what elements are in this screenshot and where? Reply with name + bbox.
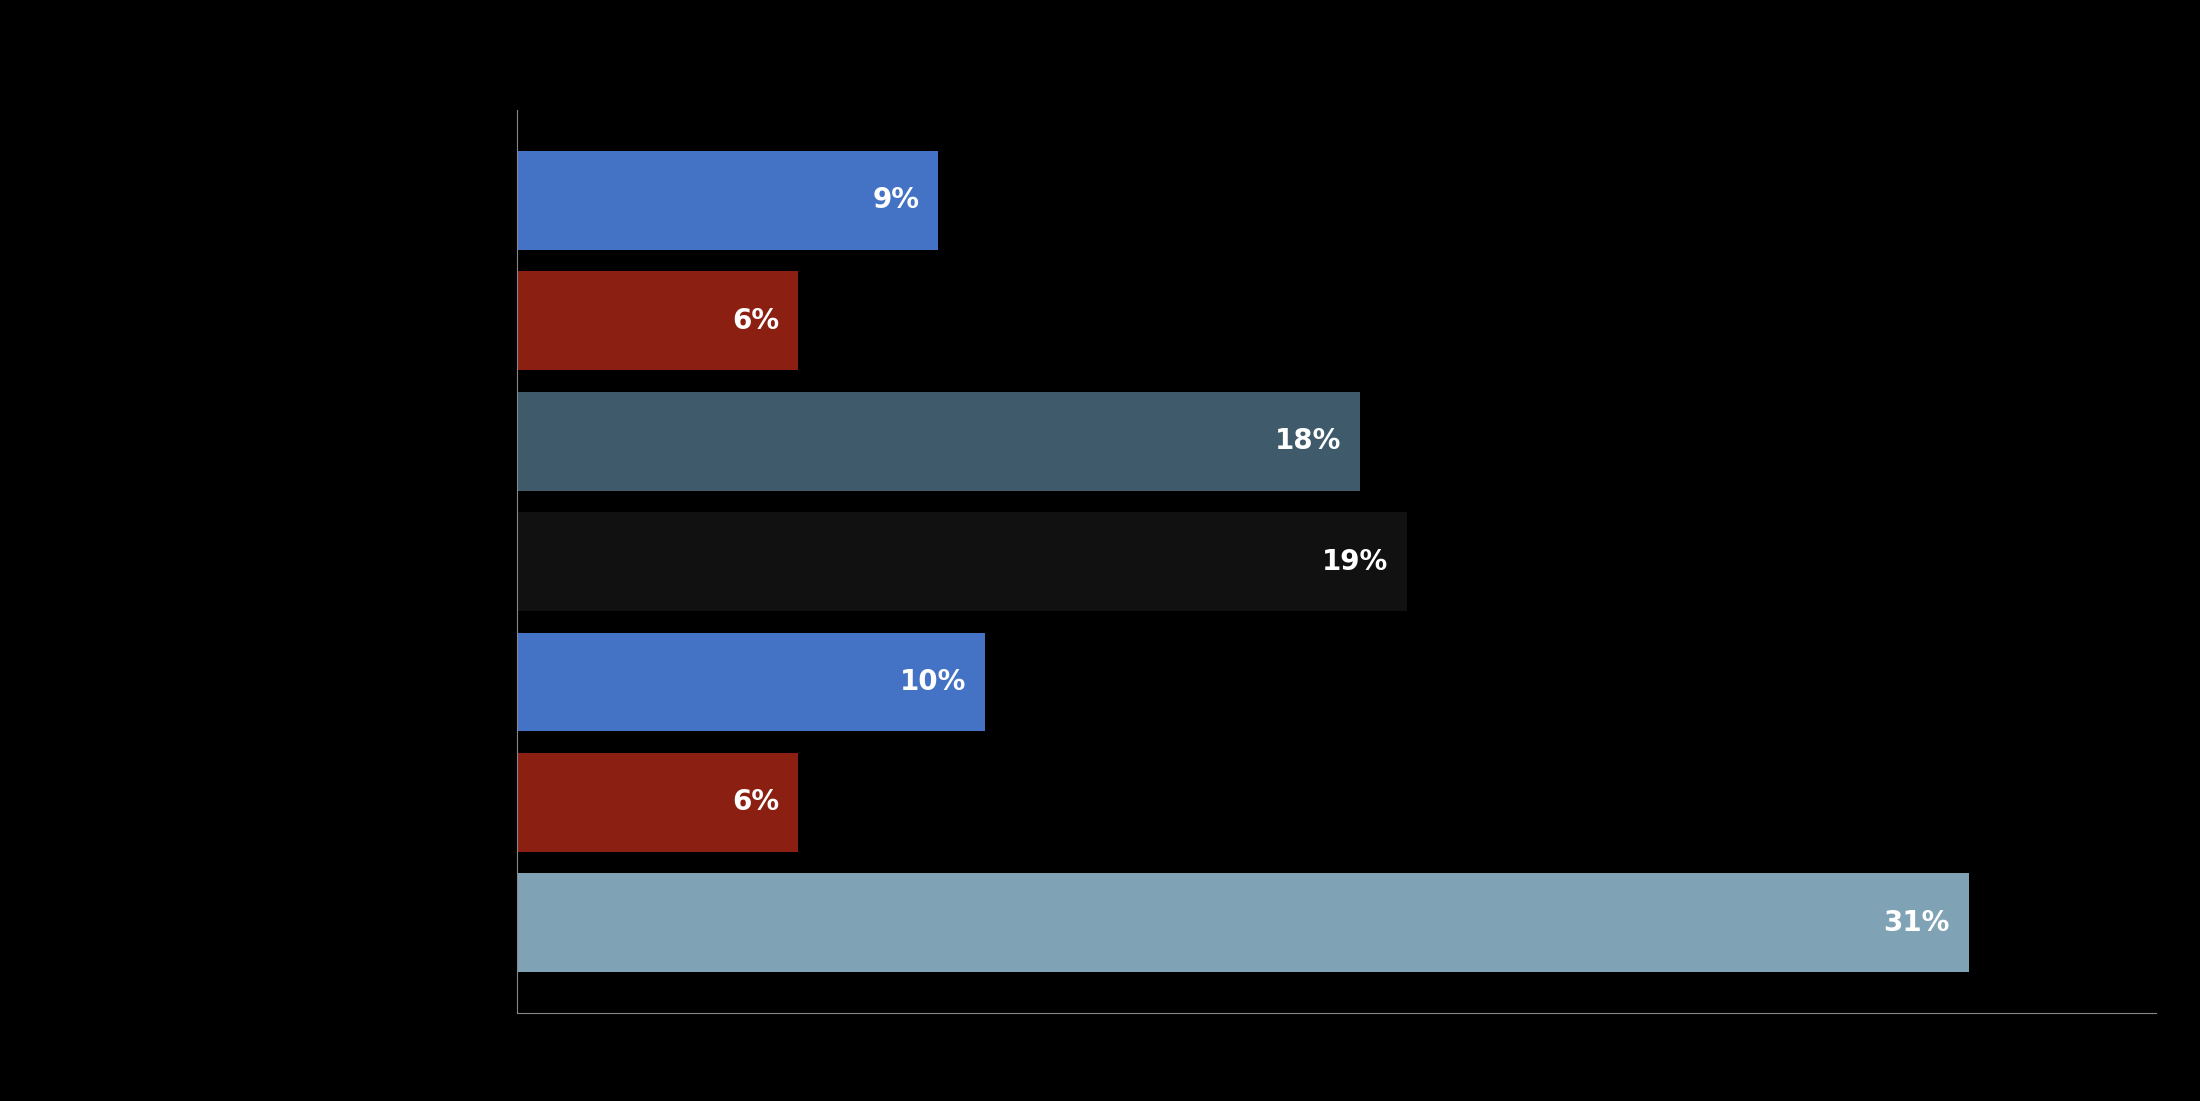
Bar [517, 873, 1969, 972]
Bar [517, 151, 939, 250]
Text: 6%: 6% [733, 788, 779, 816]
Text: 6%: 6% [733, 307, 779, 335]
Text: 10%: 10% [900, 668, 966, 696]
Bar [517, 753, 799, 851]
Text: Formal training (Recruited): Formal training (Recruited) [169, 552, 491, 571]
Text: Fig. 2.7: Previous Role Provided Development by Promoted vs. Recruited: Fig. 2.7: Previous Role Provided Develop… [44, 41, 1190, 69]
Text: Stretch assignments (Recruited): Stretch assignments (Recruited) [108, 294, 491, 314]
Text: Formal training (Promoted): Formal training (Promoted) [167, 423, 491, 443]
Text: Stretch assignments (Promoted): Stretch assignments (Promoted) [106, 164, 491, 185]
Bar [517, 272, 799, 370]
Text: 19%: 19% [1322, 547, 1388, 576]
Text: On-the-job experience (Recruited): On-the-job experience (Recruited) [88, 938, 491, 959]
Text: 9%: 9% [873, 186, 920, 215]
Bar [517, 392, 1360, 491]
Text: Coaching/mentoring (Promoted): Coaching/mentoring (Promoted) [112, 680, 491, 700]
Bar [517, 512, 1406, 611]
Bar [517, 632, 986, 731]
Text: 18%: 18% [1274, 427, 1342, 455]
Text: Coaching/mentoring (Recruited): Coaching/mentoring (Recruited) [112, 809, 491, 829]
Text: 31%: 31% [1883, 908, 1949, 937]
